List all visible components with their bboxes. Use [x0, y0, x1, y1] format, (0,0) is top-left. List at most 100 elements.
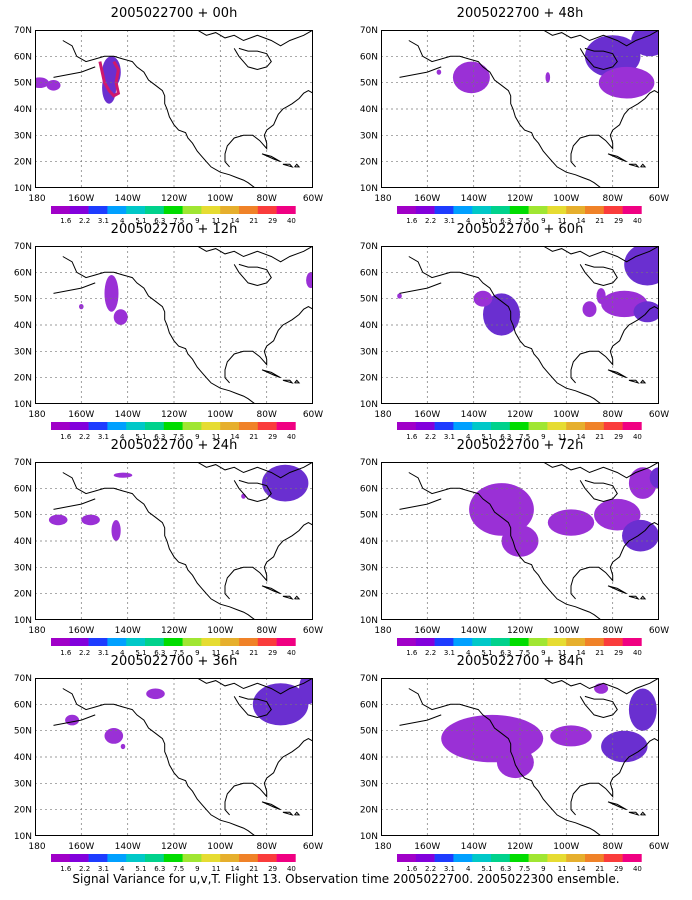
- colorbar-label: 1.6: [406, 217, 418, 225]
- colorbar-swatch: [88, 422, 108, 430]
- colorbar-label: 29: [614, 433, 623, 441]
- variance-area: [48, 514, 68, 526]
- coastline: [196, 462, 313, 479]
- island: [261, 369, 281, 379]
- lon-label: 100W: [553, 626, 579, 636]
- colorbar-swatch: [276, 422, 296, 430]
- colorbar-swatch: [126, 422, 146, 430]
- island: [607, 369, 627, 379]
- colorbar-swatch: [585, 422, 605, 430]
- colorbar-swatch: [51, 422, 71, 430]
- colorbar-label: 9: [541, 865, 545, 873]
- lon-label: 180: [374, 842, 391, 852]
- coastline: [196, 246, 313, 263]
- lon-label: 80W: [257, 410, 277, 420]
- colorbar-label: 7.5: [519, 433, 530, 441]
- colorbar-label: 6.3: [154, 217, 165, 225]
- map-panel: [381, 246, 659, 404]
- colorbar-swatch: [107, 422, 127, 430]
- lon-label: 160W: [414, 410, 440, 420]
- lat-label: 30N: [360, 131, 378, 141]
- colorbar-swatch: [434, 422, 454, 430]
- coastline: [579, 263, 618, 287]
- variance-area: [628, 467, 657, 499]
- colorbar-swatch: [566, 638, 586, 646]
- colorbar-swatch: [434, 854, 454, 862]
- lon-label: 140W: [461, 626, 487, 636]
- lat-label: 20N: [14, 590, 32, 600]
- colorbar-label: 21: [249, 217, 258, 225]
- lat-label: 40N: [14, 321, 32, 331]
- variance-area: [633, 301, 659, 323]
- lon-label: 60W: [649, 626, 669, 636]
- island: [640, 163, 647, 168]
- lat-label: 30N: [360, 779, 378, 789]
- lat-label: 10N: [360, 184, 378, 194]
- colorbar-label: 29: [614, 649, 623, 657]
- coastline: [542, 30, 659, 47]
- colorbar-label: 40: [287, 865, 296, 873]
- lat-label: 40N: [14, 537, 32, 547]
- island: [628, 163, 640, 168]
- colorbar-swatch: [415, 854, 435, 862]
- lat-label: 40N: [14, 753, 32, 763]
- colorbar-swatch: [622, 206, 642, 214]
- colorbar-swatch: [585, 638, 605, 646]
- lon-label: 180: [374, 194, 391, 204]
- map-panel: [35, 30, 313, 188]
- colorbar-label: 6.3: [500, 865, 511, 873]
- colorbar-swatch: [239, 422, 259, 430]
- lon-label: 80W: [257, 842, 277, 852]
- coastline: [570, 306, 659, 384]
- colorbar-swatch: [622, 854, 642, 862]
- variance-area: [631, 30, 659, 57]
- colorbar-swatch: [107, 206, 127, 214]
- coastline: [224, 522, 313, 600]
- colorbar-swatch: [220, 206, 240, 214]
- colorbar-swatch: [51, 638, 71, 646]
- island: [607, 801, 627, 811]
- lon-label: 160W: [68, 842, 94, 852]
- map-frame: [35, 462, 313, 620]
- lon-label: 140W: [461, 194, 487, 204]
- colorbar-label: 21: [249, 433, 258, 441]
- colorbar-swatch: [145, 422, 165, 430]
- island: [640, 379, 647, 384]
- colorbar-swatch: [276, 206, 296, 214]
- lon-label: 180: [374, 626, 391, 636]
- colorbar-label: 21: [595, 433, 604, 441]
- colorbar-label: 9: [195, 649, 199, 657]
- colorbar-swatch: [69, 206, 89, 214]
- variance-area: [582, 301, 597, 318]
- lat-label: 50N: [360, 511, 378, 521]
- coastline: [53, 282, 96, 294]
- lat-label: 70N: [14, 242, 32, 252]
- variance-area: [496, 746, 534, 779]
- colorbar-label: 7.5: [519, 649, 530, 657]
- colorbar-swatch: [566, 206, 586, 214]
- colorbar-label: 5.1: [481, 865, 492, 873]
- colorbar-swatch: [528, 854, 548, 862]
- lat-label: 30N: [14, 347, 32, 357]
- map-panel: [35, 678, 313, 836]
- coastline: [542, 462, 659, 479]
- colorbar-label: 40: [287, 217, 296, 225]
- island: [628, 811, 640, 816]
- colorbar-label: 11: [558, 649, 567, 657]
- lon-label: 160W: [414, 626, 440, 636]
- lat-label: 60N: [360, 52, 378, 62]
- colorbar-swatch: [547, 638, 567, 646]
- variance-area: [622, 519, 659, 552]
- colorbar-label: 7.5: [173, 649, 184, 657]
- lon-label: 100W: [207, 410, 233, 420]
- colorbar-swatch: [220, 422, 240, 430]
- lat-label: 20N: [14, 806, 32, 816]
- colorbar-label: 4: [466, 433, 471, 441]
- lat-label: 40N: [14, 105, 32, 115]
- colorbar-swatch: [547, 422, 567, 430]
- colorbar-label: 1.6: [60, 433, 72, 441]
- lon-label: 60W: [303, 842, 323, 852]
